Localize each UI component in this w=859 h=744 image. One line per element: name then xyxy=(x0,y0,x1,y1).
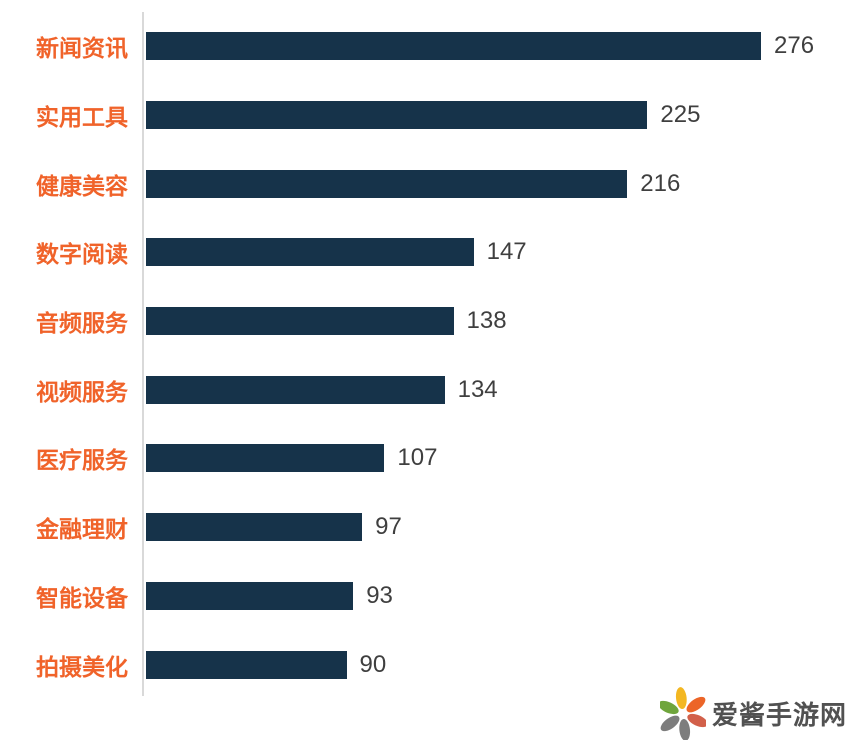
bar xyxy=(146,101,648,130)
category-label: 新闻资讯 xyxy=(36,35,128,62)
watermark-text: 爱酱手游网 xyxy=(711,699,847,730)
value-label: 276 xyxy=(774,32,815,60)
value-label: 90 xyxy=(359,650,387,678)
category-label: 音频服务 xyxy=(36,310,128,337)
category-label: 金融理财 xyxy=(36,516,128,543)
petal-gray-left xyxy=(660,715,680,732)
chart-row: 医疗服务 107 xyxy=(0,424,859,493)
bar xyxy=(146,32,761,61)
petal-yellow xyxy=(675,687,687,710)
watermark: 爱酱手游网 xyxy=(659,686,847,740)
bar xyxy=(146,650,347,679)
value-label: 107 xyxy=(397,444,438,472)
bar xyxy=(146,307,454,336)
value-label: 138 xyxy=(466,307,507,335)
chart-rows: 新闻资讯 276 实用工具 225 健康美容 216 数字阅读 147 音频服务… xyxy=(0,12,859,699)
bar xyxy=(146,169,628,198)
bar xyxy=(146,375,445,404)
category-label: 医疗服务 xyxy=(36,447,128,474)
chart-row: 实用工具 225 xyxy=(0,81,859,150)
petal-green xyxy=(659,700,679,715)
chart-row: 视频服务 134 xyxy=(0,355,859,424)
value-label: 134 xyxy=(457,375,498,403)
chart-row: 拍摄美化 90 xyxy=(0,630,859,699)
value-label: 216 xyxy=(640,169,681,197)
category-label: 实用工具 xyxy=(36,104,128,131)
chart-row: 数字阅读 147 xyxy=(0,218,859,287)
bar xyxy=(146,581,354,610)
chart-row: 新闻资讯 276 xyxy=(0,12,859,81)
flower-logo-icon xyxy=(659,687,706,740)
category-label: 视频服务 xyxy=(36,378,128,405)
category-label: 数字阅读 xyxy=(36,241,128,268)
chart-row: 金融理财 97 xyxy=(0,493,859,562)
bar xyxy=(146,444,385,473)
bar xyxy=(146,238,474,267)
bar xyxy=(146,513,363,542)
y-axis-line xyxy=(142,12,144,696)
category-label: 健康美容 xyxy=(36,172,128,199)
category-label: 智能设备 xyxy=(36,584,128,611)
petal-orange xyxy=(686,696,706,713)
value-label: 97 xyxy=(375,513,402,541)
chart-row: 音频服务 138 xyxy=(0,287,859,356)
chart-row: 健康美容 216 xyxy=(0,149,859,218)
petal-gray-bottom xyxy=(679,718,691,740)
value-label: 93 xyxy=(366,581,393,609)
petal-red xyxy=(687,713,706,728)
value-label: 225 xyxy=(660,101,701,129)
category-label: 拍摄美化 xyxy=(36,653,128,680)
value-label: 147 xyxy=(486,238,527,266)
chart-row: 智能设备 93 xyxy=(0,562,859,631)
